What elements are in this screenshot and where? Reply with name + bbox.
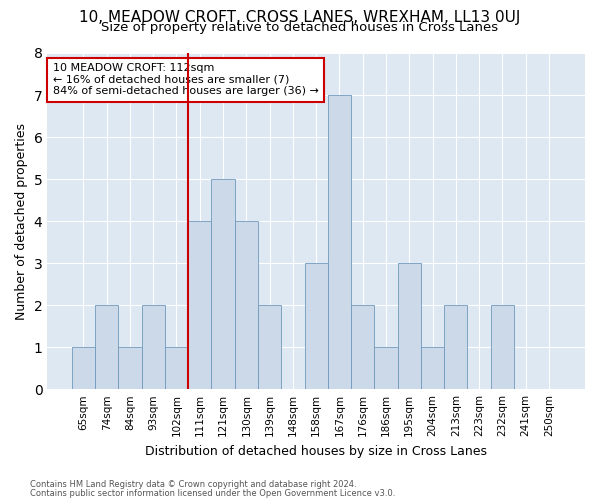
Bar [444,305,467,389]
Bar [258,305,281,389]
Bar [398,263,421,389]
Bar [95,305,118,389]
Bar [118,347,142,389]
X-axis label: Distribution of detached houses by size in Cross Lanes: Distribution of detached houses by size … [145,444,487,458]
Text: Size of property relative to detached houses in Cross Lanes: Size of property relative to detached ho… [101,21,499,34]
Text: 10 MEADOW CROFT: 112sqm
← 16% of detached houses are smaller (7)
84% of semi-det: 10 MEADOW CROFT: 112sqm ← 16% of detache… [53,63,319,96]
Bar [235,221,258,389]
Text: Contains HM Land Registry data © Crown copyright and database right 2024.: Contains HM Land Registry data © Crown c… [30,480,356,489]
Bar [211,179,235,389]
Bar [491,305,514,389]
Y-axis label: Number of detached properties: Number of detached properties [15,122,28,320]
Text: Contains public sector information licensed under the Open Government Licence v3: Contains public sector information licen… [30,488,395,498]
Bar [421,347,444,389]
Bar [351,305,374,389]
Bar [328,95,351,389]
Bar [142,305,165,389]
Bar [72,347,95,389]
Bar [374,347,398,389]
Text: 10, MEADOW CROFT, CROSS LANES, WREXHAM, LL13 0UJ: 10, MEADOW CROFT, CROSS LANES, WREXHAM, … [79,10,521,25]
Bar [305,263,328,389]
Bar [188,221,211,389]
Bar [165,347,188,389]
